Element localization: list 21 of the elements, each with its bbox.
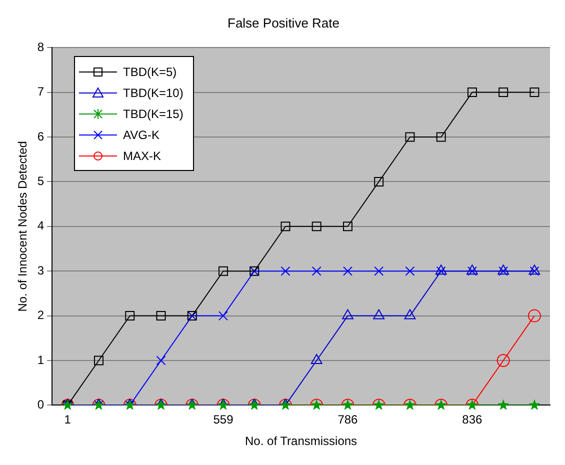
y-tick-label: 0: [37, 398, 44, 412]
x-tick-label: 786: [338, 412, 358, 427]
y-tick-label: 3: [37, 263, 44, 278]
legend-label: TBD(K=15): [123, 106, 184, 120]
y-tick-label: 4: [37, 218, 44, 233]
y-axis-title: No. of Innocent Nodes Detected: [16, 141, 30, 312]
x-tick-label: 1: [64, 412, 72, 427]
x-tick-label: 836: [462, 412, 483, 427]
chart-title: False Positive Rate: [228, 15, 340, 30]
y-tick-label: 7: [37, 84, 44, 99]
legend-label: MAX-K: [123, 148, 162, 162]
legend-label: TBD(K=10): [123, 86, 184, 100]
y-tick-label: 2: [37, 308, 44, 322]
y-tick-label: 8: [37, 40, 44, 54]
legend-label: TBD(K=5): [123, 64, 177, 78]
x-tick-label: 559: [213, 412, 234, 427]
y-tick-label: 5: [37, 174, 44, 188]
legend-label: AVG-K: [123, 128, 160, 142]
y-tick-label: 1: [37, 352, 44, 367]
y-tick-label: 6: [37, 129, 44, 144]
x-axis-title: No. of Transmissions: [245, 434, 358, 448]
